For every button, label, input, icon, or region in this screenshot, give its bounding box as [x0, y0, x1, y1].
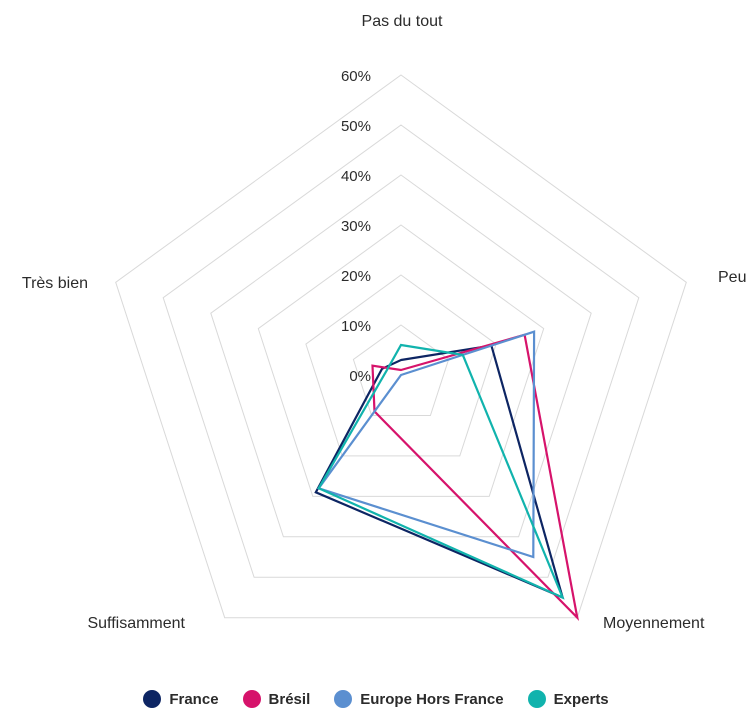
- series-line-europe-hors-france[interactable]: [316, 330, 536, 559]
- legend-dot-icon: [242, 690, 261, 708]
- category-labels: Pas du tout Peu Moyennement Suffisamment…: [22, 13, 747, 632]
- grid-ring: [115, 74, 687, 619]
- series-line-experts[interactable]: [317, 343, 565, 600]
- category-label-peu: Peu: [718, 269, 746, 286]
- category-label-pas-du-tout: Pas du tout: [362, 13, 444, 30]
- grid-ring: [162, 124, 640, 578]
- legend-item-bresil[interactable]: Brésil: [242, 690, 311, 708]
- legend-label: France: [169, 690, 219, 708]
- legend-label: Brésil: [268, 690, 311, 708]
- series-line-br-sil[interactable]: [371, 333, 580, 622]
- radial-tick-labels: 0% 10% 20% 30% 40% 50% 60%: [341, 68, 371, 385]
- category-label-moyennement: Moyennement: [603, 615, 705, 632]
- series-lines: [314, 330, 580, 622]
- legend-label: Experts: [553, 690, 609, 708]
- radar-grid: [115, 74, 687, 619]
- legend-item-europe-hors-france[interactable]: Europe Hors France: [334, 690, 504, 708]
- legend-item-experts[interactable]: Experts: [527, 690, 609, 708]
- tick-label: 10%: [341, 318, 371, 335]
- legend: France Brésil Europe Hors France Experts: [0, 690, 752, 708]
- legend-dot-icon: [143, 690, 162, 708]
- tick-label: 30%: [341, 218, 371, 235]
- tick-label: 0%: [349, 368, 371, 385]
- grid-ring: [257, 224, 545, 497]
- legend-dot-icon: [334, 690, 353, 708]
- tick-label: 50%: [341, 118, 371, 135]
- tick-label: 20%: [341, 268, 371, 285]
- category-label-suffisamment: Suffisamment: [87, 615, 185, 632]
- legend-label: Europe Hors France: [360, 690, 504, 708]
- grid-ring: [210, 174, 592, 538]
- tick-label: 60%: [341, 68, 371, 85]
- legend-item-france[interactable]: France: [143, 690, 219, 708]
- category-label-tres-bien: Très bien: [22, 275, 88, 292]
- grid-ring: [305, 274, 497, 457]
- legend-dot-icon: [527, 690, 546, 708]
- tick-label: 40%: [341, 168, 371, 185]
